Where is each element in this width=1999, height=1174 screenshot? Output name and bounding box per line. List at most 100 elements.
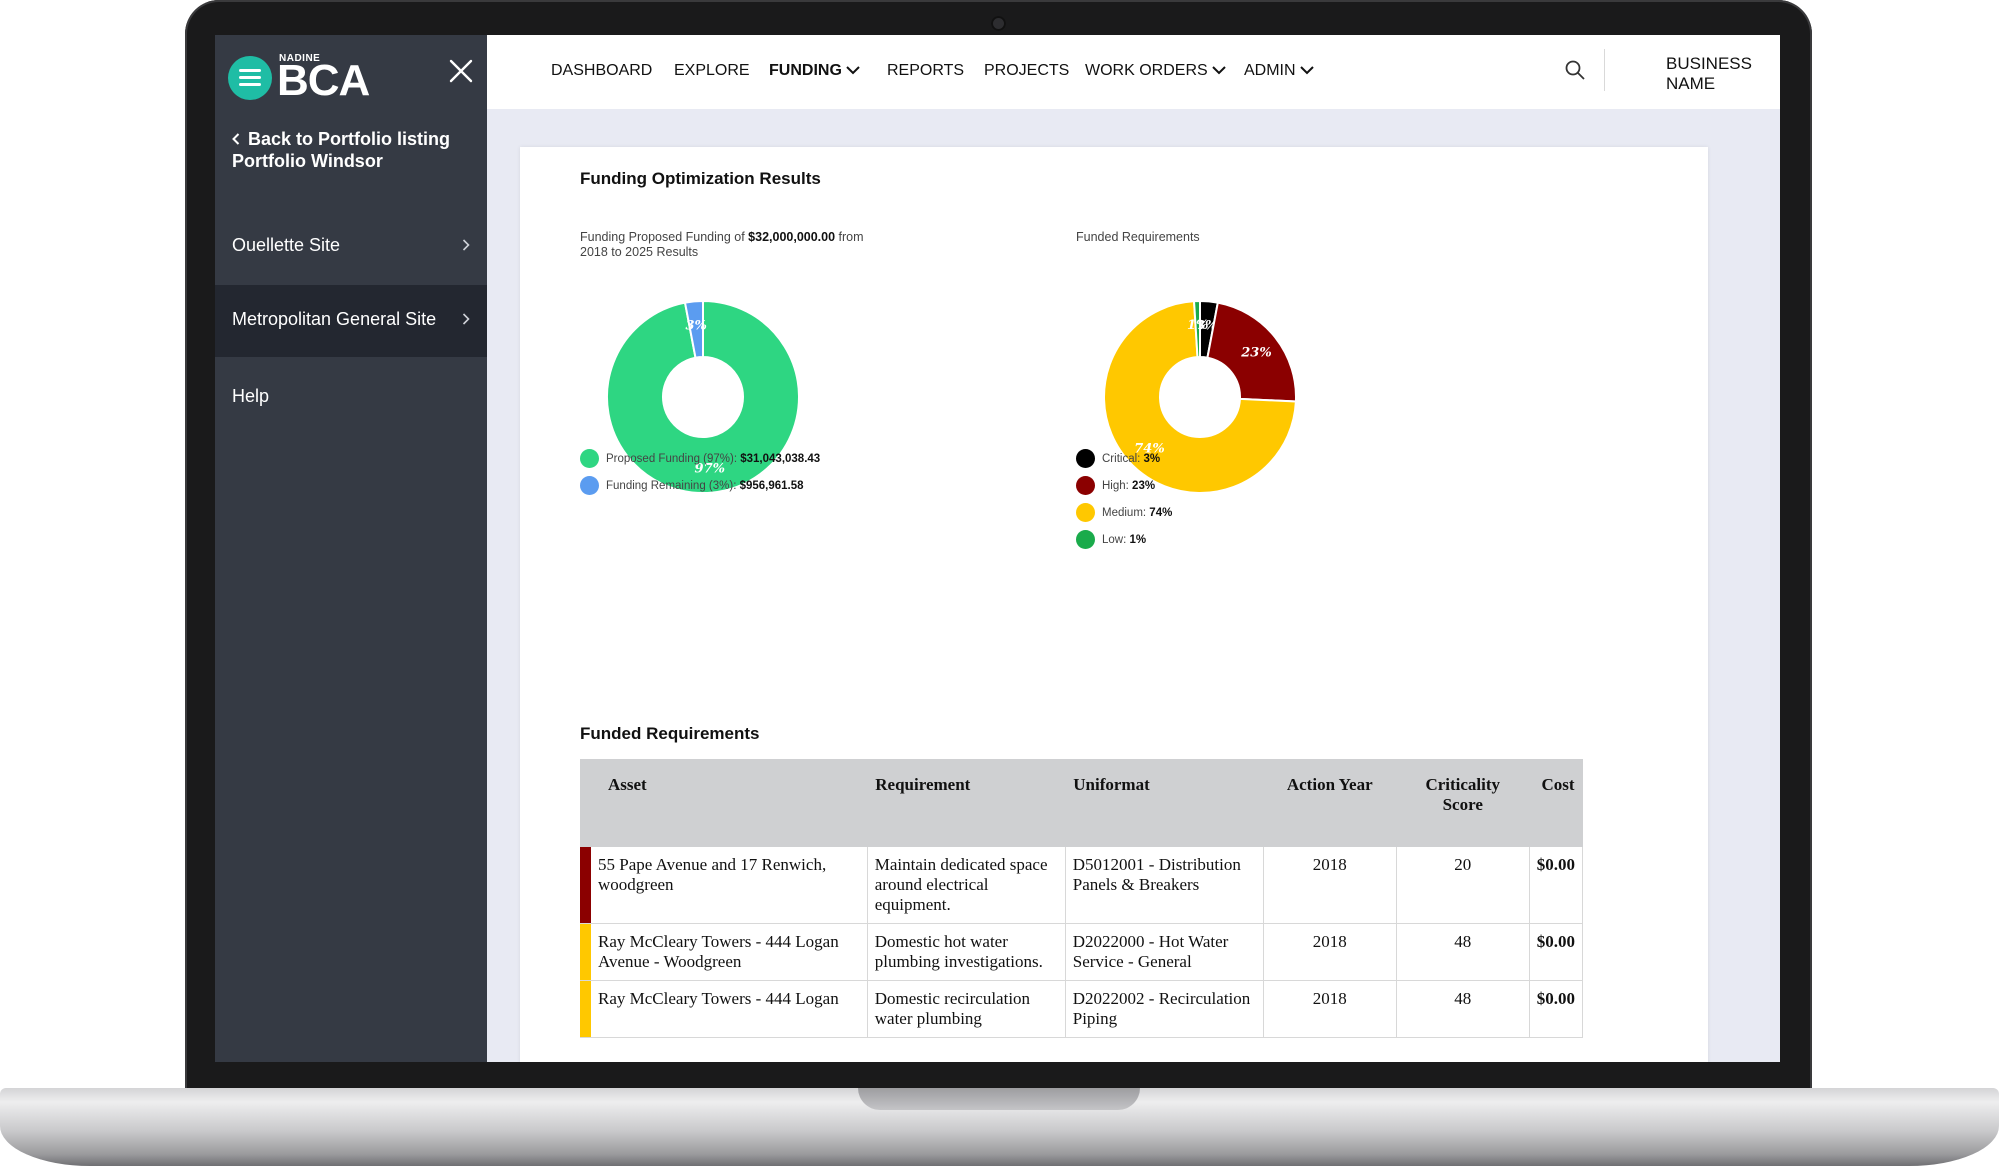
cell-requirement: Domestic recirculation water plumbing <box>867 980 1066 1038</box>
app-screen: NADINE BCA Back to Portfolio listing Por… <box>215 35 1780 1062</box>
table-row[interactable]: 55 Pape Avenue and 17 Renwich, woodgreen… <box>580 847 1584 924</box>
legend-item: Proposed Funding (97%): $31,043,038.43 <box>580 449 820 469</box>
funding-caption-amount: $32,000,000.00 <box>748 230 836 244</box>
col-uniformat[interactable]: Uniformat <box>1065 759 1264 847</box>
legend-swatch <box>1076 476 1095 496</box>
top-navigation: DASHBOARD EXPLORE FUNDING REPORTS PROJEC… <box>487 35 1780 109</box>
cell-requirement: Domestic hot water plumbing investigatio… <box>867 923 1066 981</box>
brand-small-text: NADINE <box>279 53 321 64</box>
funding-donut-chart: 97% 3% <box>606 299 800 494</box>
chevron-down-icon <box>846 66 860 75</box>
nav-work-orders[interactable]: WORK ORDERS <box>1085 62 1226 80</box>
slice-label: 23% <box>1240 345 1271 360</box>
chevron-right-icon <box>462 235 470 256</box>
donut-slice[interactable] <box>683 299 704 359</box>
slice-label: 3% <box>686 318 707 333</box>
legend-value: 74% <box>1149 507 1173 519</box>
sidebar-item-help[interactable]: Help <box>232 386 270 406</box>
col-action-year[interactable]: Action Year <box>1263 759 1397 847</box>
col-criticality-score[interactable]: Criticality Score <box>1396 759 1530 847</box>
cell-criticality-score: 20 <box>1396 847 1530 924</box>
cell-uniformat: D5012001 - Distribution Panels & Breaker… <box>1065 847 1264 924</box>
slice-label: 97% <box>695 462 725 477</box>
legend-item: Medium: 74% <box>1076 503 1172 523</box>
nav-funding-label: FUNDING <box>769 62 842 79</box>
table-header-row: Asset Requirement Uniformat Action Year … <box>580 759 1583 847</box>
requirements-donut-chart: 3% 23% 74% 1% <box>1103 299 1297 494</box>
legend-label: Low: <box>1102 534 1130 546</box>
funded-requirements-table: Asset Requirement Uniformat Action Year … <box>580 759 1584 1038</box>
funding-caption-pre: Funding Proposed Funding of <box>580 230 749 244</box>
nav-reports[interactable]: REPORTS <box>887 62 965 79</box>
priority-indicator <box>580 923 591 981</box>
donut-slice[interactable] <box>1206 301 1297 403</box>
funding-results-card: Funding Optimization Results Funding Pro… <box>520 147 1708 1062</box>
slice-label: 74% <box>1134 441 1164 456</box>
donut-slice[interactable] <box>1192 299 1201 359</box>
table-row[interactable]: Ray McCleary Towers - 444 Logan Domestic … <box>580 980 1584 1038</box>
nav-dashboard[interactable]: DASHBOARD <box>551 62 653 79</box>
cell-cost: $0.00 <box>1529 923 1584 981</box>
brand-logo[interactable]: NADINE BCA <box>228 51 388 105</box>
funding-caption-line2: 2018 to 2025 Results <box>580 245 699 259</box>
logo-stack-icon <box>228 56 272 100</box>
legend-value: 3% <box>1143 453 1161 465</box>
cell-uniformat: D2022002 - Recirculation Piping <box>1065 980 1264 1038</box>
cell-action-year: 2018 <box>1263 847 1397 924</box>
legend-swatch <box>1076 530 1095 550</box>
nav-projects[interactable]: PROJECTS <box>984 62 1070 79</box>
legend-item: Funding Remaining (3%): $956,961.58 <box>580 476 804 496</box>
cell-cost: $0.00 <box>1529 847 1584 924</box>
donut-slice[interactable] <box>1103 300 1297 494</box>
business-name: BUSINESS NAME <box>1666 54 1752 93</box>
nav-work-orders-label: WORK ORDERS <box>1085 62 1208 79</box>
table-row[interactable]: Ray McCleary Towers - 444 Logan Avenue -… <box>580 923 1584 981</box>
back-to-portfolio-link[interactable]: Back to Portfolio listing <box>232 127 450 151</box>
funding-caption-post: from <box>835 230 864 244</box>
chevron-left-icon <box>232 127 240 151</box>
nav-admin[interactable]: ADMIN <box>1244 62 1314 80</box>
requirements-chart-caption: Funded Requirements <box>1076 230 1200 244</box>
search-icon[interactable] <box>1564 59 1586 81</box>
legend-label: Medium: <box>1102 507 1150 519</box>
cell-criticality-score: 48 <box>1396 923 1530 981</box>
chevron-down-icon <box>1299 66 1314 75</box>
legend-value: $31,043,038.43 <box>740 453 821 465</box>
cell-uniformat: D2022000 - Hot Water Service - General <box>1065 923 1264 981</box>
legend-value: 23% <box>1132 480 1156 492</box>
legend-label: Funding Remaining (3%): <box>606 480 740 492</box>
portfolio-name: Portfolio Windsor <box>232 151 383 171</box>
sidebar-item-metropolitan-general-site[interactable]: Metropolitan General Site <box>215 285 487 357</box>
sidebar-item-ouellette-site[interactable]: Ouellette Site <box>215 211 487 283</box>
nav-explore[interactable]: EXPLORE <box>674 62 750 79</box>
nav-admin-label: ADMIN <box>1244 62 1296 79</box>
cell-requirement: Maintain dedicated space around electric… <box>867 847 1066 924</box>
cell-asset: Ray McCleary Towers - 444 Logan Avenue -… <box>591 923 868 981</box>
chevron-down-icon <box>1211 66 1226 75</box>
legend-item: Low: 1% <box>1076 530 1146 550</box>
col-asset[interactable]: Asset <box>580 759 868 847</box>
laptop-camera <box>991 16 1006 31</box>
close-icon[interactable] <box>447 57 475 85</box>
legend-label: Proposed Funding (97%): <box>606 453 741 465</box>
legend-swatch <box>580 476 599 496</box>
nav-funding[interactable]: FUNDING <box>769 62 860 80</box>
back-link-label: Back to Portfolio listing <box>248 129 451 149</box>
page-title: Funding Optimization Results <box>580 169 821 188</box>
priority-indicator <box>580 847 591 924</box>
funding-chart-caption: Funding Proposed Funding of $32,000,000.… <box>580 230 864 260</box>
chevron-right-icon <box>462 309 470 330</box>
cell-cost: $0.00 <box>1529 980 1584 1038</box>
col-cost[interactable]: Cost <box>1529 759 1583 847</box>
donut-slice[interactable] <box>606 299 800 494</box>
nav-divider <box>1604 49 1605 91</box>
legend-label: Critical: <box>1102 453 1144 465</box>
cell-action-year: 2018 <box>1263 923 1397 981</box>
slice-label: 1% <box>1187 318 1208 333</box>
col-requirement[interactable]: Requirement <box>867 759 1066 847</box>
legend-swatch <box>1076 503 1095 523</box>
priority-indicator <box>580 980 591 1038</box>
legend-item: Critical: 3% <box>1076 449 1160 469</box>
cell-criticality-score: 48 <box>1396 980 1530 1038</box>
cell-asset: Ray McCleary Towers - 444 Logan <box>591 980 868 1038</box>
